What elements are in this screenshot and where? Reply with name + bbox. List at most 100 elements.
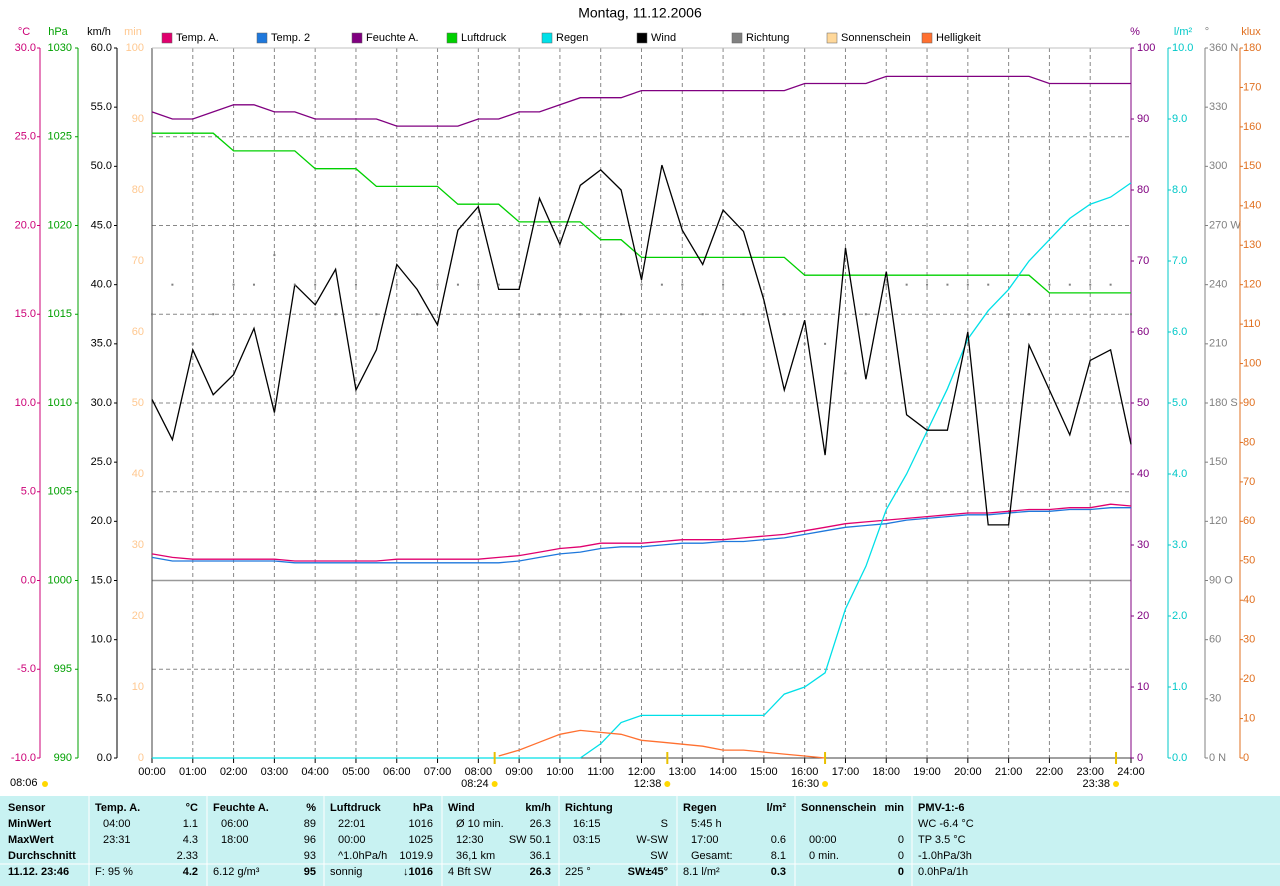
series-dot [395,283,398,286]
sun-icon [822,781,829,787]
legend-label: Richtung [746,32,789,44]
y-tick-label: 80 [132,184,144,196]
x-tick-label: 24:00 [1117,766,1145,778]
y-tick-label: 10 [132,681,144,693]
stats-value: 4.3 [183,834,198,846]
stats-cell: 12:30 [456,834,484,846]
series-line [151,503,1132,562]
stats-cell: 8.1 l/m² [683,866,720,878]
series-dot [151,313,153,316]
y-tick-label: 30 [132,539,144,551]
y-tick-label: 60 [1243,515,1255,527]
y-tick-label: 1010 [48,397,72,409]
stats-cell: 00:00 [338,834,366,846]
series-dot [497,283,500,286]
stats-cell: 00:00 [809,834,837,846]
stats-header: Regen [683,802,717,814]
y-tick-label: 0.0 [1172,752,1187,764]
y-tick-label: 40 [132,468,144,480]
stats-value: 0 [898,850,904,862]
stats-cell: MaxWert [8,834,54,846]
legend-swatch [921,32,933,44]
y-tick-label: 6.0 [1172,326,1187,338]
series-line [151,507,1131,564]
series-dot [660,283,663,286]
stats-cell: 17:00 [691,834,719,846]
series-dot [1007,313,1010,316]
series-dot [824,342,827,345]
series-dot [864,313,867,316]
y-tick-label: 70 [132,255,144,267]
y-tick-label: 0.0 [21,574,36,586]
stats-value: S [661,818,668,830]
y-tick-label: 1025 [48,131,72,143]
y-tick-label: 990 [54,752,72,764]
axis-label: °C [18,26,30,38]
y-tick-label: 10.0 [1172,42,1193,54]
y-tick-label: 20 [132,610,144,622]
stats-cell: -1.0hPa/3h [918,850,972,862]
y-tick-label: 25.0 [91,456,112,468]
stats-panel [0,796,1280,886]
series-dot [987,283,990,286]
stats-cell: 03:15 [573,834,601,846]
y-tick-label: 120 [1209,515,1227,527]
y-tick-label: 100 [1137,42,1155,54]
stats-value: 2.33 [177,850,198,862]
y-tick-label: 995 [54,663,72,675]
series-dot [171,283,174,286]
stats-cell: Ø 10 min. [456,818,504,830]
series-dot [1048,283,1051,286]
y-tick-label: 35.0 [91,338,112,350]
stats-cell: 22:01 [338,818,366,830]
x-tick-label: 17:00 [832,766,860,778]
stats-header: Temp. A. [95,802,140,814]
x-tick-label: 18:00 [872,766,900,778]
series-dot [314,283,317,286]
series-line [498,729,826,759]
x-tick-label: 21:00 [995,766,1023,778]
x-tick-label: 04:00 [301,766,329,778]
stats-header: Luftdruck [330,802,382,814]
legend-swatch [636,32,648,44]
y-tick-label: 9.0 [1172,113,1187,125]
axis-label: l/m² [1174,26,1193,38]
y-tick-label: 2.0 [1172,610,1187,622]
stats-value: 26.3 [530,818,551,830]
series-dot [701,313,704,316]
series-dot [1028,313,1031,316]
series-dot [762,313,765,316]
y-tick-label: 40.0 [91,279,112,291]
stats-cell: F: 95 % [95,866,133,878]
series-dot [844,372,847,375]
stats-value: 96 [304,834,316,846]
stats-cell: 23:31 [103,834,131,846]
stats-value: 4.2 [183,866,198,878]
legend-swatch [256,32,268,44]
sun-marker-label: 12:38 [634,778,662,790]
stats-value: ↓1016 [403,866,433,878]
sun-icon [664,781,671,787]
y-tick-label: 1015 [48,308,72,320]
y-tick-label: 180 [1243,42,1261,54]
series-dot [946,283,949,286]
y-tick-label: 50.0 [91,160,112,172]
stats-unit: hPa [413,802,434,814]
series-dot [436,283,439,286]
stats-cell: 4 Bft SW [448,866,492,878]
y-tick-label: 10 [1137,681,1149,693]
x-tick-label: 22:00 [1036,766,1064,778]
stats-value: 26.3 [530,866,551,878]
y-tick-label: 50 [1243,555,1255,567]
stats-unit: °C [186,802,198,814]
stats-value: 93 [304,850,316,862]
x-tick-label: 23:00 [1076,766,1104,778]
y-tick-label: 120 [1243,279,1261,291]
y-tick-label: -10.0 [11,752,36,764]
series-dot [722,283,725,286]
stats-value: 1019.9 [399,850,433,862]
y-tick-label: 50 [132,397,144,409]
series-dot [232,283,235,286]
y-tick-label: 10 [1243,712,1255,724]
stats-cell: 11.12. 23:46 [8,866,69,878]
